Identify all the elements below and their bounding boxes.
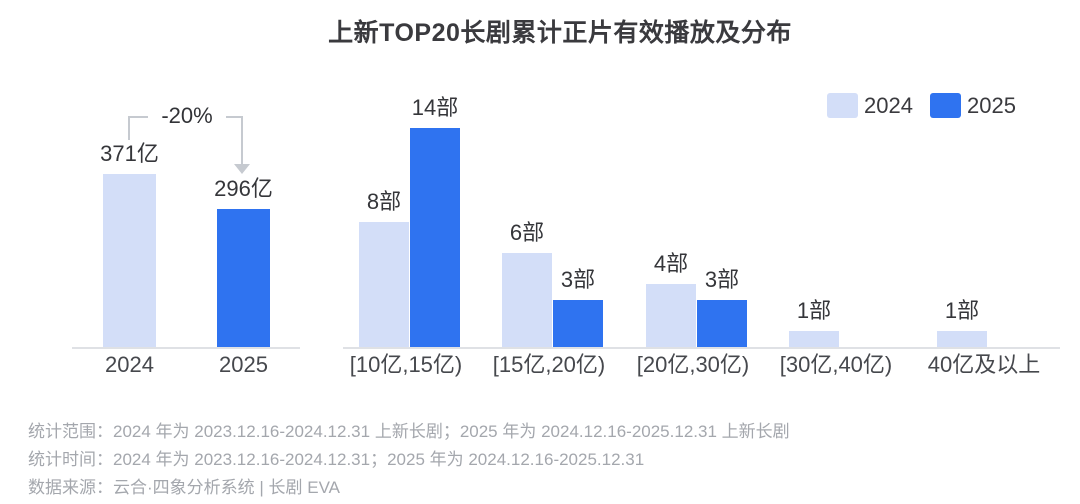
annotation-arrow-icon bbox=[234, 164, 250, 174]
bar-value-label: 1部 bbox=[796, 298, 832, 323]
bar-value-label: 6部 bbox=[509, 220, 545, 245]
x-axis-label: [15亿,20亿) bbox=[492, 352, 606, 377]
legend-swatch-2025 bbox=[930, 93, 961, 118]
bar-2024 bbox=[359, 222, 409, 347]
annotation-label: -20% bbox=[148, 103, 226, 129]
x-axis-label: [20亿,30亿) bbox=[636, 352, 750, 377]
bar-value-label: 4部 bbox=[653, 251, 689, 276]
bar-value-label: 1部 bbox=[944, 298, 980, 323]
x-axis-label: 2025 bbox=[219, 352, 268, 377]
bar-2024 bbox=[646, 284, 696, 347]
x-axis-label: 40亿及以上 bbox=[927, 352, 1041, 377]
page-title: 上新TOP20长剧累计正片有效播放及分布 bbox=[328, 19, 792, 47]
annotation-bracket-right bbox=[241, 116, 243, 166]
bar-2024 bbox=[502, 253, 552, 347]
bar-2025 bbox=[553, 300, 603, 347]
bar-2024 bbox=[937, 331, 987, 347]
legend-label-2024: 2024 bbox=[864, 93, 913, 118]
footer-line-time: 统计时间：2024 年为 2023.12.16-2024.12.31；2025 … bbox=[28, 450, 645, 469]
bar-value-label: 296亿 bbox=[214, 176, 273, 201]
x-axis-label: [10亿,15亿) bbox=[349, 352, 463, 377]
bar-value-label: 3部 bbox=[560, 267, 596, 292]
footer-line-source: 数据来源：云合·四象分析系统 | 长剧 EVA bbox=[28, 478, 341, 497]
annotation-bracket-left bbox=[128, 116, 130, 140]
bar-value-label: 8部 bbox=[366, 189, 402, 214]
bar-value-label: 3部 bbox=[704, 267, 740, 292]
bar-2025 bbox=[217, 209, 270, 347]
bar-2025 bbox=[410, 128, 460, 347]
legend-label-2025: 2025 bbox=[967, 93, 1016, 118]
bar-2025 bbox=[697, 300, 747, 347]
x-axis-line-right bbox=[343, 347, 1060, 349]
bar-value-label: 14部 bbox=[411, 95, 459, 120]
x-axis-label: [30亿,40亿) bbox=[779, 352, 893, 377]
legend-swatch-2024 bbox=[827, 93, 858, 118]
x-axis-line-left bbox=[72, 347, 300, 349]
bar-2024 bbox=[103, 174, 156, 347]
x-axis-label: 2024 bbox=[105, 352, 154, 377]
footer-line-scope: 统计范围：2024 年为 2023.12.16-2024.12.31 上新长剧；… bbox=[28, 422, 790, 441]
bar-2024 bbox=[789, 331, 839, 347]
bar-value-label: 371亿 bbox=[100, 141, 159, 166]
